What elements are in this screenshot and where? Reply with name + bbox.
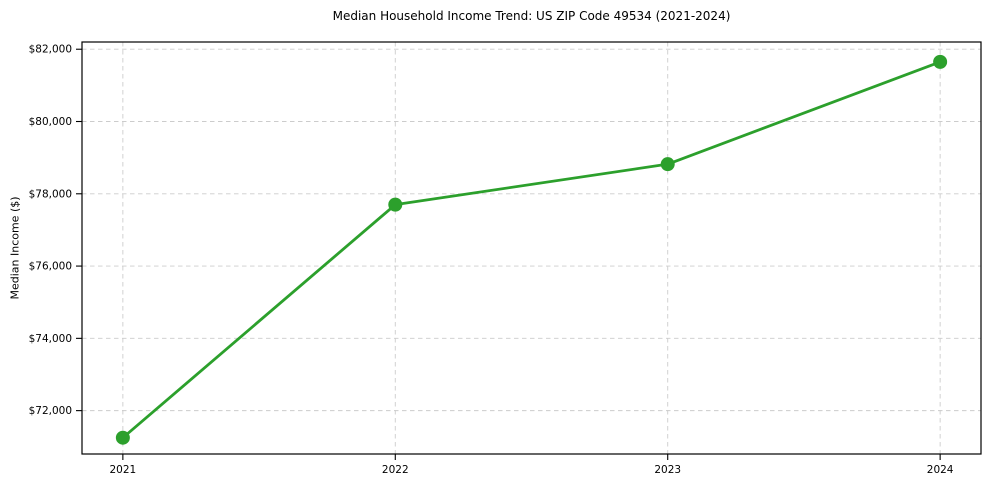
x-tick-label: 2024: [927, 464, 954, 476]
data-point-marker: [388, 197, 403, 212]
chart-title: Median Household Income Trend: US ZIP Co…: [332, 9, 731, 23]
plot-border: [81, 41, 982, 455]
y-tick-label: $72,000: [29, 405, 72, 417]
y-tick-label: $80,000: [29, 116, 72, 128]
data-point-marker: [115, 430, 130, 445]
x-tick-label: 2022: [382, 464, 409, 476]
y-tick-label: $76,000: [29, 261, 72, 273]
x-tick-label: 2021: [109, 464, 136, 476]
data-point-marker: [660, 157, 675, 172]
x-tick-label: 2023: [654, 464, 681, 476]
y-tick-label: $82,000: [29, 44, 72, 56]
y-tick-label: $78,000: [29, 188, 72, 200]
income-trend-line: [121, 60, 942, 440]
y-tick-label: $74,000: [29, 333, 72, 345]
data-point-marker: [933, 54, 948, 69]
